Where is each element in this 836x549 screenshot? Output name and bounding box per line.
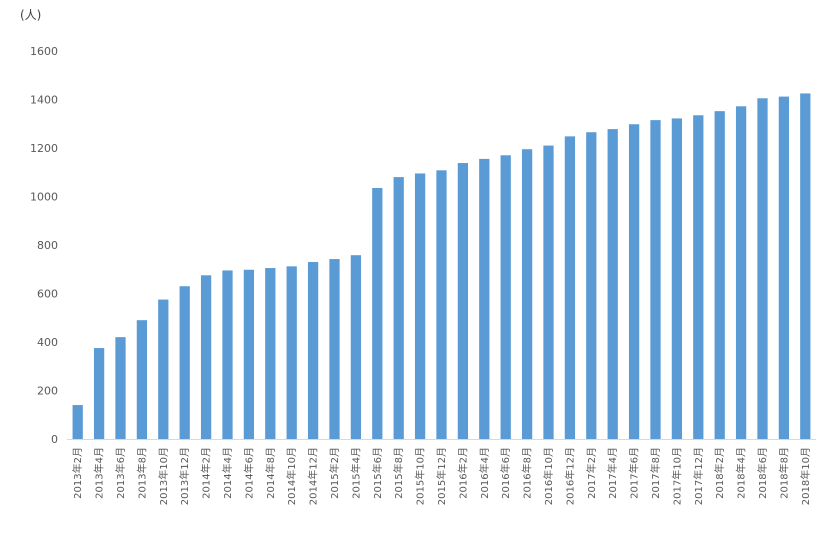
x-tick-label: 2016年10月 [542, 447, 555, 505]
bar [628, 124, 640, 440]
bar [543, 145, 554, 439]
x-tick-label: 2014年2月 [200, 447, 213, 499]
x-tick-label: 2014年10月 [285, 447, 298, 505]
x-tick-label: 2017年8月 [649, 447, 662, 499]
bar [158, 299, 169, 439]
x-tick-label: 2013年2月 [71, 447, 84, 499]
bar [778, 96, 790, 439]
bar [693, 115, 704, 439]
bar [457, 163, 469, 439]
y-tick-label: 0 [51, 433, 58, 446]
bar [414, 173, 426, 439]
bar [72, 405, 83, 439]
y-tick-label: 400 [37, 336, 58, 349]
bar [243, 269, 255, 439]
x-tick-label: 2015年2月 [328, 447, 341, 499]
x-tick-label: 2015年6月 [371, 447, 384, 499]
x-tick-label: 2013年12月 [178, 447, 191, 505]
bar [393, 177, 404, 439]
x-tick-label: 2018年2月 [713, 447, 726, 499]
bar [286, 266, 297, 439]
bar [714, 111, 725, 439]
x-tick-label: 2016年4月 [478, 447, 491, 499]
bar [200, 275, 212, 439]
bar [436, 170, 447, 439]
x-tick-label: 2018年6月 [756, 447, 769, 499]
x-tick-label: 2013年6月 [114, 447, 127, 499]
x-tick-label: 2013年10月 [157, 447, 170, 505]
bar [479, 158, 490, 439]
x-tick-label: 2017年12月 [692, 447, 705, 505]
x-tick-label: 2015年10月 [414, 447, 427, 505]
bar [179, 286, 190, 439]
x-tick-label: 2016年8月 [521, 447, 534, 499]
x-tick-label: 2018年10月 [799, 447, 812, 505]
bars [72, 93, 811, 440]
y-tick-label: 1200 [30, 142, 58, 155]
bar [564, 136, 576, 440]
bar [650, 120, 661, 440]
bar [265, 268, 276, 439]
bar [350, 255, 362, 439]
bar [115, 337, 126, 439]
x-tick-label: 2013年8月 [135, 447, 148, 499]
bar [372, 188, 383, 439]
x-tick-label: 2015年4月 [349, 447, 362, 499]
x-tick-label: 2015年12月 [435, 447, 448, 505]
x-tick-label: 2016年2月 [456, 447, 469, 499]
y-tick-label: 1600 [30, 45, 58, 58]
bar [757, 98, 768, 439]
x-tick-label: 2015年8月 [392, 447, 405, 499]
x-tick-label: 2018年8月 [777, 447, 790, 499]
x-tick-label: 2014年6月 [242, 447, 255, 499]
bar [136, 320, 148, 439]
x-tick-label: 2016年12月 [563, 447, 576, 505]
x-tick-label: 2017年2月 [585, 447, 598, 499]
bar [607, 129, 618, 439]
y-axis-ticks: 0 200 400 600 800 1000 1200 1400 1600 [30, 45, 58, 446]
x-tick-label: 2013年4月 [93, 447, 106, 499]
x-tick-label: 2014年8月 [264, 447, 277, 499]
y-unit-label: (人) [20, 8, 41, 22]
bar [800, 93, 811, 439]
x-tick-label: 2017年10月 [670, 447, 683, 505]
bar [671, 118, 683, 439]
x-axis-labels: 2013年2月 2013年4月 2013年6月 2013年8月 2013年10月 2013… [71, 447, 812, 505]
bar [329, 259, 340, 439]
y-tick-label: 200 [37, 385, 58, 398]
x-tick-label: 2016年6月 [499, 447, 512, 499]
x-tick-label: 2014年4月 [221, 447, 234, 499]
y-tick-label: 1000 [30, 191, 58, 204]
x-tick-label: 2017年4月 [606, 447, 619, 499]
y-tick-label: 600 [37, 288, 58, 301]
x-tick-label: 2017年6月 [628, 447, 641, 499]
y-tick-label: 800 [37, 239, 58, 252]
bar [586, 132, 597, 440]
x-tick-label: 2018年4月 [735, 447, 748, 499]
bar [222, 270, 233, 439]
bar [500, 155, 511, 439]
bar [307, 261, 319, 439]
bar [735, 106, 747, 439]
y-tick-label: 1400 [30, 94, 58, 107]
bar [521, 149, 533, 439]
bar [93, 348, 105, 439]
x-tick-label: 2014年12月 [307, 447, 320, 505]
